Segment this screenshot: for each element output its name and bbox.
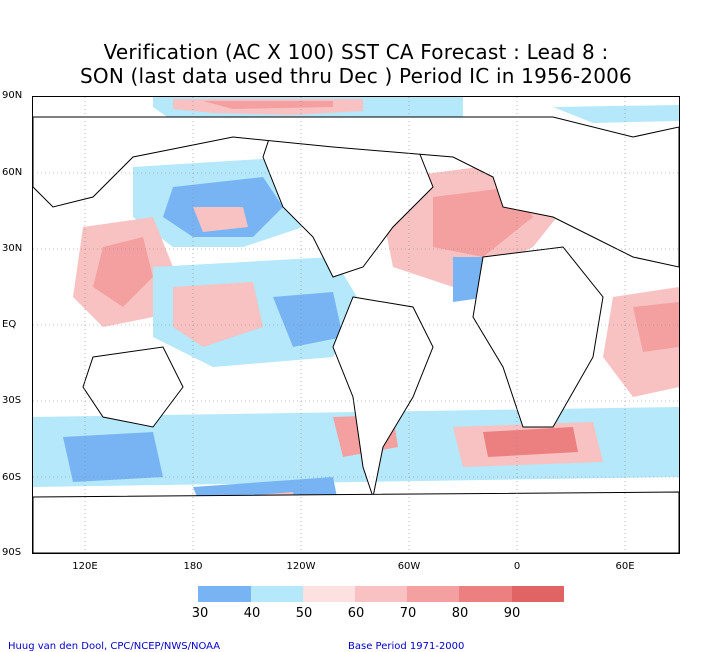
colorbar-label-70: 70 <box>399 606 417 621</box>
lon-label-120e: 120E <box>72 561 98 572</box>
colorbar-seg-50-60 <box>303 586 355 602</box>
colorbar-label-30: 30 <box>191 606 209 621</box>
map-panel <box>32 96 680 554</box>
map-svg <box>33 97 679 553</box>
title-line-1: Verification (AC X 100) SST CA Forecast … <box>103 40 609 64</box>
colorbar-seg-40-50 <box>251 586 303 602</box>
lat-label-30n: 30N <box>2 243 23 254</box>
lat-label-60n: 60N <box>2 167 23 178</box>
colorbar-seg-90-plus <box>512 586 564 602</box>
lon-label-0: 0 <box>513 561 521 572</box>
footer-credit: Huug van den Dool, CPC/NCEP/NWS/NOAA <box>8 641 221 652</box>
lon-label-120w: 120W <box>286 561 316 572</box>
lat-label-90n: 90N <box>2 90 23 101</box>
colorbar-label-80: 80 <box>451 606 469 621</box>
lon-label-180: 180 <box>183 561 203 572</box>
lat-label-60s: 60S <box>2 472 22 483</box>
graticule <box>33 97 679 553</box>
lat-label-90s: 90S <box>2 547 22 558</box>
lat-label-30s: 30S <box>2 395 22 406</box>
colorbar-seg-30-40 <box>198 586 251 602</box>
colorbar-seg-70-80 <box>407 586 459 602</box>
colorbar-label-50: 50 <box>295 606 313 621</box>
lon-label-60e: 60E <box>615 561 635 572</box>
footer-base-period: Base Period 1971-2000 <box>348 641 465 652</box>
colorbar-seg-80-90 <box>459 586 512 602</box>
lon-label-60w: 60W <box>397 561 421 572</box>
colorbar-label-90: 90 <box>503 606 521 621</box>
colorbar <box>198 586 564 602</box>
colorbar-label-60: 60 <box>347 606 365 621</box>
coastline-layer <box>33 116 679 553</box>
lat-label-eq: EQ <box>2 319 17 330</box>
title-line-2: SON (last data used thru Dec ) Period IC… <box>80 64 632 88</box>
colorbar-seg-60-70 <box>355 586 407 602</box>
colorbar-label-40: 40 <box>243 606 261 621</box>
